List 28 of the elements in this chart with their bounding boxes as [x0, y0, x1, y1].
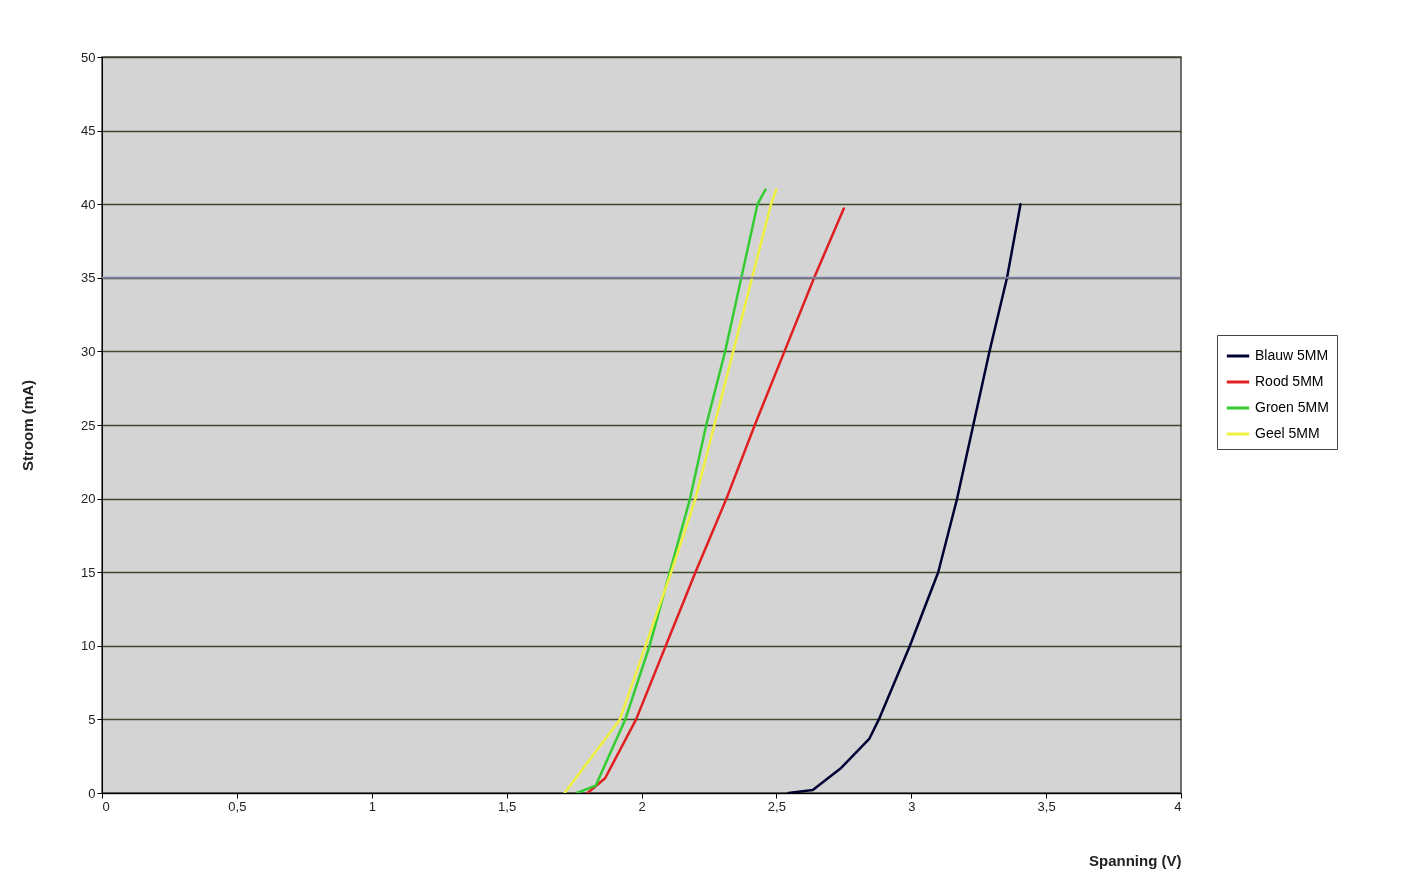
- x-tick-label: 4: [1174, 798, 1182, 814]
- x-tick-label: 3: [908, 798, 916, 814]
- y-tick-label: 50: [81, 49, 96, 65]
- y-tick-label: 35: [81, 270, 96, 286]
- y-tick-label: 20: [81, 491, 96, 507]
- x-tick-label: 0: [102, 798, 110, 814]
- line-series: [787, 202, 1022, 793]
- line-series: [586, 207, 846, 793]
- x-tick-label: 2: [638, 798, 646, 814]
- y-tick-label: 25: [81, 417, 96, 433]
- x-tick-label: 1: [368, 798, 376, 814]
- x-tick-label: 2,5: [767, 798, 786, 814]
- legend-label: Rood 5MM: [1255, 373, 1324, 389]
- y-tick-label: 45: [81, 123, 96, 139]
- y-tick-label: 5: [88, 711, 96, 727]
- y-tick-label: 40: [81, 196, 96, 212]
- x-axis-title: Spanning (V): [1089, 851, 1182, 869]
- y-tick-label: 30: [81, 343, 96, 359]
- legend-label: Geel 5MM: [1255, 425, 1320, 441]
- y-tick-label: 10: [81, 638, 96, 654]
- x-tick-label: 3,5: [1037, 798, 1056, 814]
- y-tick-label: 15: [81, 564, 96, 580]
- x-tick-label: 0,5: [228, 798, 247, 814]
- x-tick-label: 1,5: [498, 798, 517, 814]
- y-axis-title: Stroom (mA): [19, 380, 37, 471]
- y-tick-label: 0: [88, 785, 96, 801]
- legend-label: Groen 5MM: [1255, 399, 1329, 415]
- legend-label: Blauw 5MM: [1255, 347, 1329, 363]
